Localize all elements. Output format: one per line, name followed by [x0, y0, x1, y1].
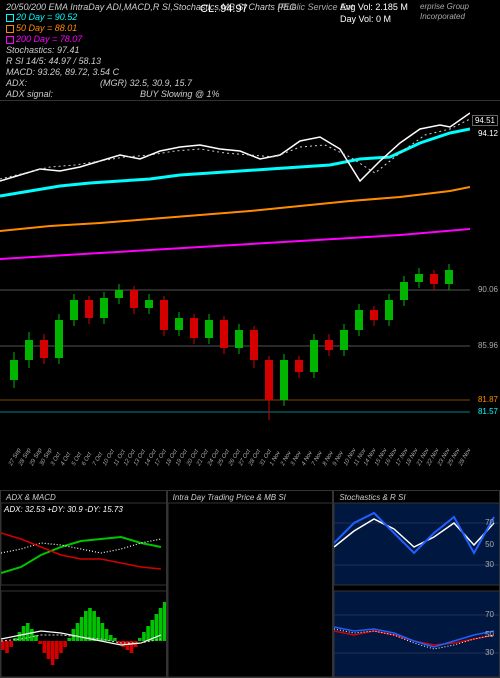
lower-panels: ADX & MACD ADX: 32.53 +DY: 30.9 -DY: 15.…: [0, 490, 500, 678]
svg-text:70: 70: [485, 610, 494, 619]
adx-signal-label: ADX signal:: [6, 89, 53, 101]
hline-label: 90.06: [478, 285, 498, 294]
candlestick-chart: 90.06 85.96 81.87 81.57: [0, 260, 500, 450]
upper-svg: [0, 101, 470, 261]
price-box-1: 94.51: [472, 115, 498, 126]
panel-stoch-rsi: Stochastics & R SI 70 50 30 70 50 30: [333, 490, 500, 678]
panel1-svg: [1, 491, 167, 678]
svg-text:30: 30: [485, 648, 494, 657]
rsi-label: R SI 14/5: 44.97 / 58.13: [6, 56, 101, 68]
date-axis: 27 Sep28 Sep29 Sep30 Sep3 Oct4 Oct5 Oct6…: [0, 450, 500, 490]
chart-header: 20/50/200 EMA IntraDay ADI,MACD,R SI,Sto…: [0, 0, 500, 80]
svg-text:30: 30: [485, 560, 494, 569]
panel2-title: Intra Day Trading Price & MB SI: [170, 492, 289, 503]
cl-value: 94.97: [220, 3, 248, 15]
panel2-svg: [168, 491, 334, 678]
adx-signal-val: BUY Slowing @ 1%: [140, 89, 220, 101]
adx-mgr: (MGR) 32.5, 30.9, 15.7: [100, 78, 192, 90]
ema20-label: 20 Day = 90.52: [16, 12, 77, 22]
panel-intraday: Intra Day Trading Price & MB SI: [167, 490, 334, 678]
ticker-desc-2: erprise Group Incorporated: [420, 2, 500, 23]
avg-vol: Avg Vol: 2.185 M: [340, 2, 408, 14]
panel3-title: Stochastics & R SI: [336, 492, 408, 503]
price-box-2: 94.12: [478, 129, 498, 138]
panel1-overlay: ADX: 32.53 +DY: 30.9 -DY: 15.73: [4, 505, 123, 514]
macd-label: MACD: 93.26, 89.72, 3.54 C: [6, 67, 119, 79]
cl-label: CL:: [200, 3, 217, 15]
panel-adx-macd: ADX & MACD ADX: 32.53 +DY: 30.9 -DY: 15.…: [0, 490, 167, 678]
panel3-svg: 70 50 30 70 50 30: [334, 491, 500, 678]
hline-label: 85.96: [478, 341, 498, 350]
ema200-label: 200 Day = 78.07: [16, 34, 82, 44]
panel1-title: ADX & MACD: [3, 492, 59, 503]
middle-svg: [0, 260, 470, 450]
svg-text:70: 70: [485, 518, 494, 527]
hline-label: 81.57: [478, 407, 498, 416]
adx-label: ADX:: [6, 78, 27, 90]
svg-text:50: 50: [485, 540, 494, 549]
stoch-label: Stochastics: 97.41: [6, 45, 80, 57]
svg-text:50: 50: [485, 630, 494, 639]
hline-label: 81.87: [478, 395, 498, 404]
upper-ma-chart: 94.51 94.12: [0, 100, 500, 260]
ema50-label: 50 Day = 88.01: [16, 23, 77, 33]
day-vol: Day Vol: 0 M: [340, 14, 391, 26]
